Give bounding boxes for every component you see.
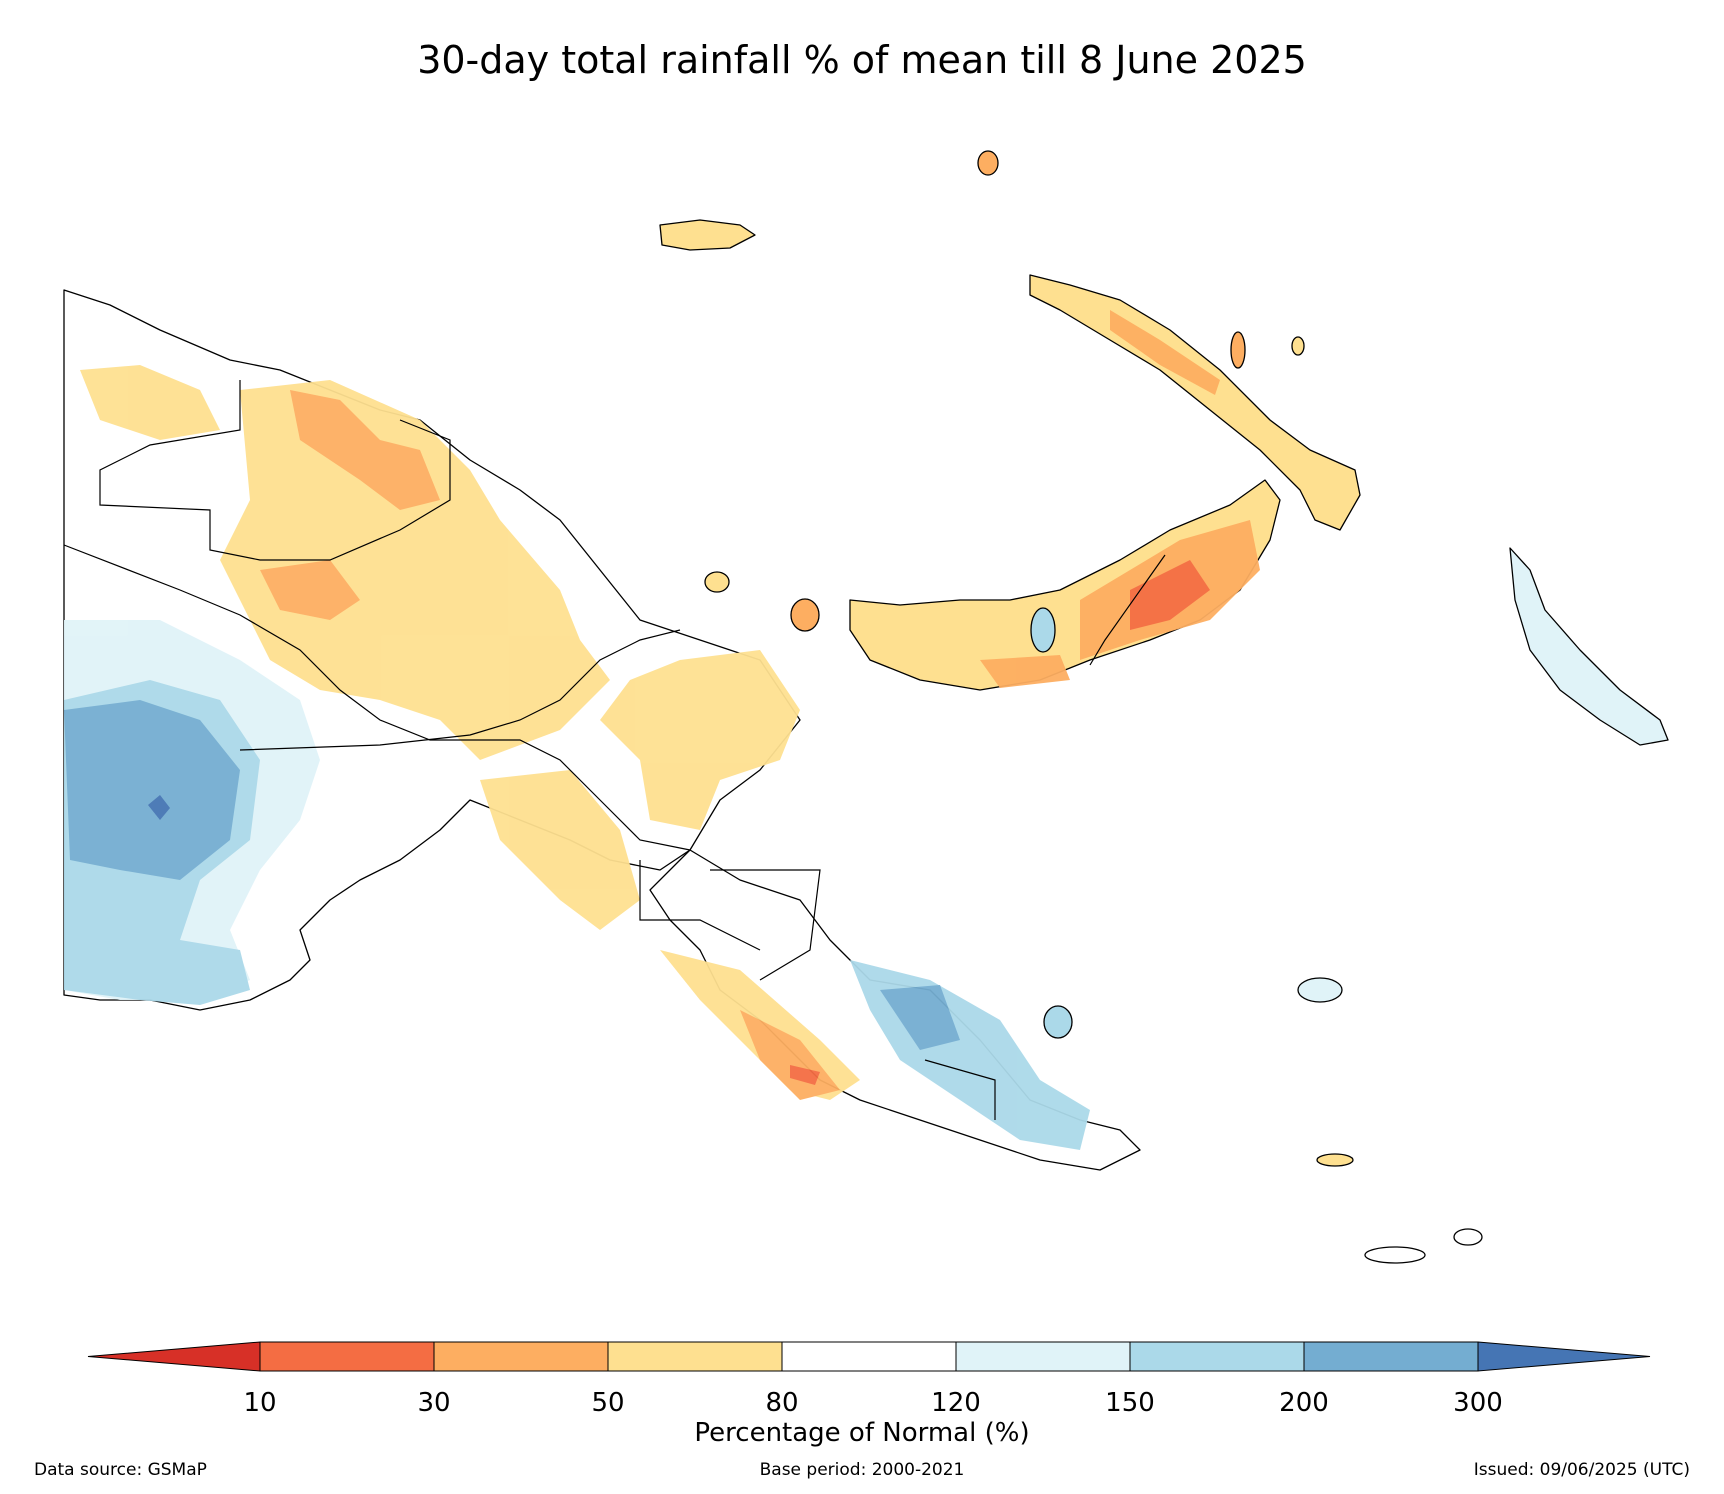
province-boundary [1089,554,1166,666]
new-britain [849,479,1281,691]
region-50-80 [220,380,610,760]
province-boundary [99,380,451,561]
tick-label-10: 10 [243,1388,277,1418]
island [977,150,999,176]
tick-label-120: 120 [931,1388,981,1418]
colorbar-cell-30-50 [433,1341,609,1372]
colorbar [87,1341,1651,1372]
manus-island [659,219,756,251]
province-boundary [639,860,761,951]
island [1230,331,1246,369]
rainfall-map [63,150,1669,1264]
data-source: Data source: GSMaP [34,1460,207,1480]
island [1364,1246,1426,1264]
colorbar-cell-150-200 [1129,1341,1305,1372]
island [704,571,730,593]
bougainville [1509,547,1669,746]
colorbar-above-300 [1477,1341,1651,1372]
region-30-50 [260,560,360,620]
map-title: 30-day total rainfall % of mean till 8 J… [417,38,1307,82]
tick-label-200: 200 [1279,1388,1329,1418]
region-10-30 [1130,560,1210,630]
tick-label-150: 150 [1105,1388,1155,1418]
region-50-80 [80,365,220,440]
region-10-30 [790,1065,820,1085]
island [1043,1005,1073,1039]
colorbar-cell-120-150 [955,1341,1131,1372]
colorbar-cell-80-120 [781,1341,957,1372]
tick-label-300: 300 [1453,1388,1503,1418]
tick-label-30: 30 [417,1388,451,1418]
region-200-300 [64,700,240,880]
new-ireland [1029,274,1361,531]
region-50-80 [600,650,800,830]
tick-label-80: 80 [765,1388,799,1418]
region-30-50 [1110,310,1220,395]
region-30-50 [290,390,440,510]
colorbar-title: Percentage of Normal (%) [694,1418,1030,1448]
island [1030,607,1056,653]
colorbar-below-10 [87,1341,261,1372]
region-30-50 [980,655,1070,688]
tick-label-50: 50 [591,1388,625,1418]
province-boundary [924,1059,996,1120]
region-50-80 [480,770,640,930]
province-boundary [63,544,691,851]
issued-date: Issued: 09/06/2025 (UTC) [1473,1460,1690,1480]
province-boundary [710,869,821,981]
base-period: Base period: 2000-2021 [759,1460,965,1480]
island [790,598,820,632]
island [1291,336,1305,356]
colorbar-cell-200-300 [1303,1341,1479,1372]
region-above-300 [148,795,170,820]
province-boundary [239,629,681,751]
island [1453,1228,1483,1246]
colorbar-cell-10-30 [259,1341,435,1372]
region-200-300 [880,985,960,1050]
island [1316,1153,1354,1167]
island [1297,977,1343,1003]
colorbar-cell-50-80 [607,1341,783,1372]
